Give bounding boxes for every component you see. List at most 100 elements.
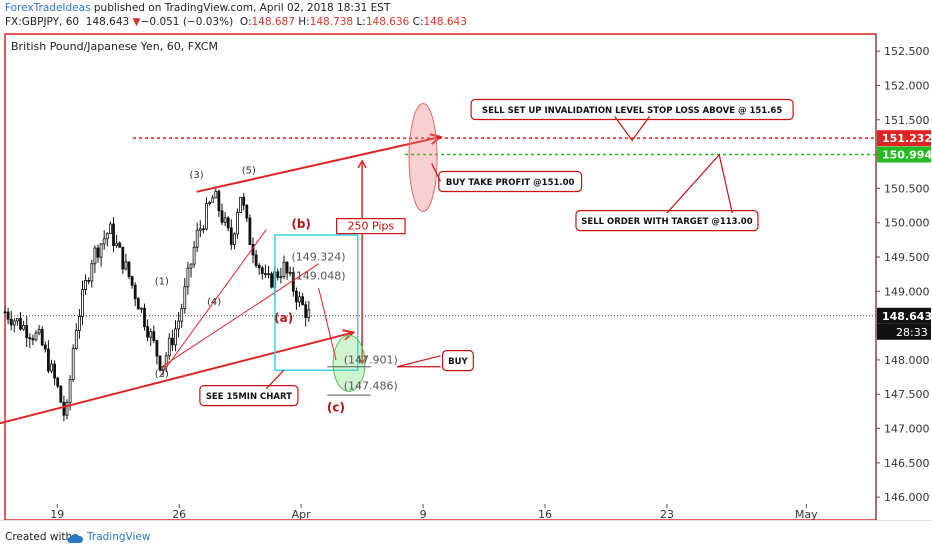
price-tick-label: 151.500: [884, 114, 930, 127]
low-value: 148.636: [365, 16, 410, 28]
level-label: (149.324): [292, 250, 346, 263]
wave-label: (4): [207, 297, 221, 308]
close-label: C:: [412, 16, 424, 28]
candle-body: [260, 267, 264, 274]
candle-body: [270, 273, 274, 288]
candle-body: [229, 227, 233, 245]
candle-body: [74, 330, 78, 349]
candle-body: [174, 328, 177, 346]
wave-label: (b): [291, 217, 311, 231]
price-level-tag-label: 150.994: [882, 148, 932, 161]
close-value: 148.643: [423, 16, 467, 28]
candle-body: [276, 271, 280, 278]
open-value: 148.687: [251, 16, 295, 28]
price-tick-label: 150.500: [884, 182, 930, 195]
candle-body: [211, 197, 215, 203]
level-label: (149.048): [292, 270, 346, 283]
candle-body: [186, 267, 190, 288]
candle-body: [139, 307, 143, 310]
price-axis[interactable]: 146.000146.500147.000147.500148.000148.5…: [876, 45, 932, 504]
callout-pointer: [265, 369, 285, 390]
candle-body: [22, 324, 26, 330]
price-tick-label: 148.000: [884, 354, 930, 367]
candle-body: [28, 337, 32, 340]
grid: [5, 137, 876, 317]
candle-body: [143, 307, 146, 328]
buy-zone: [332, 334, 366, 392]
candle-body: [59, 385, 63, 403]
candle-body: [112, 223, 115, 246]
candle-body: [6, 311, 10, 320]
pip-arrow-up-icon: [357, 159, 367, 169]
candle-body: [198, 228, 202, 231]
candle-body: [208, 201, 212, 205]
chart-header: ForexTradeIdeas published on TradingView…: [0, 0, 932, 30]
level-label: (147.901): [344, 353, 398, 366]
callout-box: [199, 384, 299, 407]
candle-body: [130, 276, 134, 286]
wave-label: (1): [155, 276, 169, 287]
callout-text: BUY: [448, 357, 468, 367]
time-tick-label: Apr: [292, 508, 312, 520]
trendline: [161, 229, 267, 374]
candle-body: [189, 263, 193, 269]
candle-body: [248, 217, 252, 245]
candle-body: [217, 190, 221, 212]
candle-body: [285, 261, 289, 274]
candles: [3, 186, 311, 422]
candle-body: [149, 331, 153, 338]
high-value: 148.738: [309, 16, 354, 28]
last-price-tag-label: 148.643: [882, 310, 932, 323]
price-change: −0.051 (−0.03%): [140, 16, 234, 28]
candle-body: [121, 246, 125, 270]
author-link[interactable]: ForexTradeIdeas: [5, 2, 91, 14]
candle-body: [180, 308, 184, 322]
candle-body: [245, 204, 249, 219]
candle-body: [263, 273, 267, 275]
callout-box: [575, 210, 759, 232]
candle-body: [96, 247, 100, 258]
wave-label: (2): [155, 369, 169, 380]
price-level-tag: [877, 146, 931, 163]
callout-pointer: [431, 163, 442, 182]
symbol: FX:GBPJPY, 60: [5, 16, 80, 28]
time-tick-label: 26: [172, 508, 186, 520]
time-tick-label: 9: [420, 508, 427, 520]
time-tick-label: 23: [660, 508, 674, 520]
price-chart[interactable]: British Pound/Japanese Yen, 60, FXCM (1)…: [0, 30, 932, 520]
candle-body: [177, 320, 181, 330]
highlight-box: [274, 234, 359, 371]
pointer-line: [318, 287, 337, 361]
candle-body: [50, 363, 53, 372]
candle-body: [201, 228, 205, 231]
candle-body: [65, 401, 69, 416]
candle-body: [183, 286, 187, 309]
candle-body: [223, 217, 227, 223]
published-text: published on TradingView.com, April 02, …: [93, 2, 391, 14]
trendline-arrowhead: [342, 329, 356, 341]
price-tick-label: 146.000: [884, 491, 930, 504]
candle-body: [102, 238, 106, 245]
candle-body: [267, 273, 270, 276]
candle-body: [239, 196, 243, 213]
candle-body: [158, 355, 162, 371]
candle-body: [214, 190, 218, 199]
time-tick-label: May: [795, 508, 818, 520]
countdown-tag: [877, 323, 931, 340]
candle-body: [155, 340, 159, 357]
price-level-tag-label: 151.232: [882, 132, 932, 145]
callout-pointer: [396, 355, 441, 368]
tradingview-brand[interactable]: TradingView: [87, 531, 151, 543]
candle-body: [93, 247, 97, 265]
candle-body: [242, 196, 246, 206]
time-axis[interactable]: 19 26 Apr 9 16 23 May: [50, 504, 818, 520]
price-tick-label: 152.500: [884, 45, 930, 58]
footer: Created with TradingView: [0, 520, 932, 551]
candle-body: [152, 331, 156, 342]
candle-body: [56, 377, 60, 387]
candle-body: [3, 311, 7, 314]
low-label: L:: [356, 16, 366, 28]
price-tick-label: 150.000: [884, 217, 930, 230]
candle-body: [298, 296, 301, 303]
candle-body: [236, 211, 239, 235]
